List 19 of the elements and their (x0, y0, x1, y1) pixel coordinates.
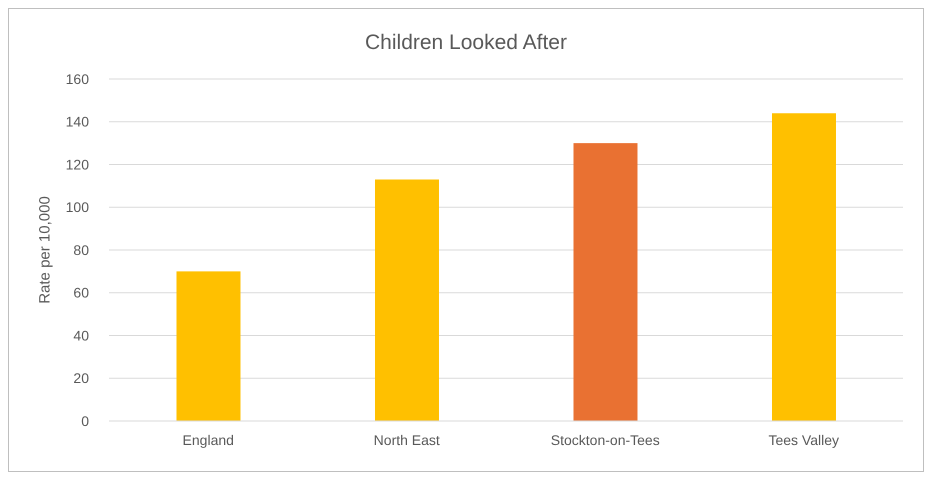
x-tick-label: Stockton-on-Tees (550, 432, 660, 448)
y-tick-label: 140 (66, 114, 90, 130)
bar (772, 113, 836, 421)
x-tick-label: North East (374, 432, 440, 448)
y-tick-label: 120 (66, 156, 90, 172)
y-tick-label: 0 (81, 412, 90, 429)
y-tick-label: 100 (66, 199, 90, 216)
x-tick-label: Tees Valley (768, 432, 840, 448)
bar (176, 271, 240, 421)
bar (374, 179, 439, 421)
y-tick-label: 40 (73, 327, 90, 344)
x-tick-label: England (182, 432, 234, 448)
chart-title: Children Looked After (364, 31, 568, 55)
y-tick-label: 60 (73, 284, 90, 301)
y-tick-label: 80 (73, 242, 90, 258)
bar (573, 143, 638, 421)
y-axis-title: Rate per 10,000 (36, 196, 54, 304)
y-tick-label: 160 (66, 70, 90, 87)
y-tick-label: 20 (73, 370, 90, 386)
